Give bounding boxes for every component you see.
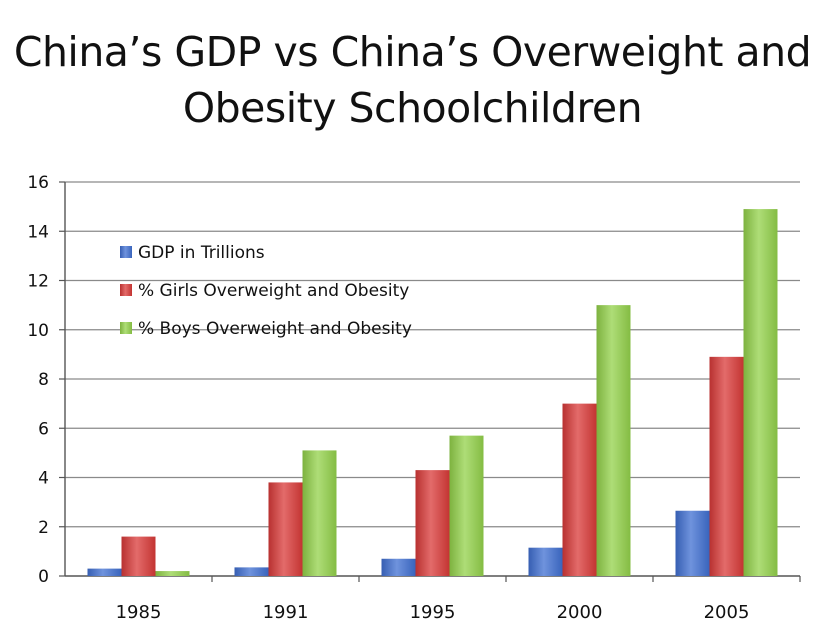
bar-boys-overweight-and-obesity-2005 bbox=[743, 209, 778, 576]
bars bbox=[87, 209, 778, 576]
y-tick-label: 4 bbox=[38, 469, 49, 489]
gridlines bbox=[65, 181, 800, 528]
legend-swatch bbox=[120, 322, 132, 334]
x-category-label: 1985 bbox=[116, 602, 162, 623]
bar-gdp-in-trillions-1995 bbox=[381, 558, 416, 576]
y-tick-label: 2 bbox=[38, 518, 49, 538]
chart-title-line-1: China’s GDP vs China’s Overweight and bbox=[13, 28, 812, 76]
bar-girls-overweight-and-obesity-2005 bbox=[709, 356, 744, 576]
x-category-label: 2000 bbox=[557, 602, 603, 623]
bar-boys-overweight-and-obesity-1991 bbox=[302, 450, 337, 576]
bar-girls-overweight-and-obesity-2000 bbox=[562, 403, 597, 576]
bar-gdp-in-trillions-2005 bbox=[675, 510, 710, 576]
bar-girls-overweight-and-obesity-1995 bbox=[415, 470, 450, 576]
bar-gdp-in-trillions-1991 bbox=[234, 567, 269, 576]
y-tick-label: 0 bbox=[38, 567, 49, 587]
legend-swatch bbox=[120, 284, 132, 296]
bar-boys-overweight-and-obesity-1985 bbox=[155, 571, 190, 576]
y-tick-label: 16 bbox=[27, 173, 49, 193]
bar-gdp-in-trillions-2000 bbox=[528, 547, 563, 576]
chart-title: China’s GDP vs China’s Overweight and Ob… bbox=[0, 24, 825, 136]
y-tick-label: 12 bbox=[27, 272, 49, 292]
y-tick-label: 6 bbox=[38, 419, 49, 439]
x-category-label: 2005 bbox=[704, 602, 750, 623]
y-tick-label: 8 bbox=[38, 370, 49, 390]
y-tick-label: 10 bbox=[27, 321, 49, 341]
bar-girls-overweight-and-obesity-1985 bbox=[121, 536, 156, 576]
legend-label: % Girls Overweight and Obesity bbox=[138, 281, 409, 301]
x-category-label: 1995 bbox=[410, 602, 456, 623]
chart-title-line-2: Obesity Schoolchildren bbox=[182, 84, 643, 132]
bar-boys-overweight-and-obesity-1995 bbox=[449, 435, 484, 576]
bar-girls-overweight-and-obesity-1991 bbox=[268, 482, 303, 576]
legend: GDP in Trillions % Girls Overweight and O… bbox=[120, 243, 412, 339]
bar-gdp-in-trillions-1985 bbox=[87, 568, 122, 576]
y-tick-label: 14 bbox=[27, 222, 49, 242]
x-axis-category-labels: 1985 1991 1995 2000 2005 bbox=[116, 602, 750, 623]
bar-boys-overweight-and-obesity-2000 bbox=[596, 305, 631, 576]
legend-label: GDP in Trillions bbox=[138, 243, 265, 263]
y-axis-tick-labels: 0 2 4 6 8 10 12 14 16 bbox=[27, 173, 49, 587]
x-category-label: 1991 bbox=[263, 602, 309, 623]
legend-label: % Boys Overweight and Obesity bbox=[138, 319, 412, 339]
legend-swatch bbox=[120, 246, 132, 258]
